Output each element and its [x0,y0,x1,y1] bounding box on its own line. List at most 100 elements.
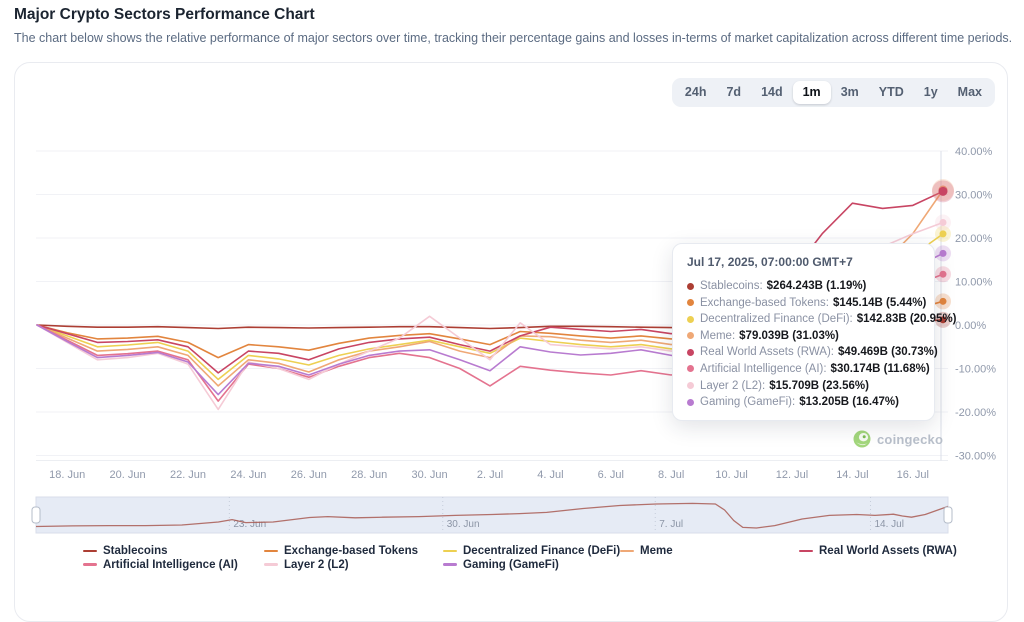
y-axis-label: 0.00% [955,320,986,332]
legend-item[interactable]: Gaming (GameFi) [443,559,559,571]
tooltip-series-dot [687,282,694,290]
navigator-label: 7. Jul [659,519,683,530]
tooltip-series-dot [687,398,694,406]
chart-tooltip: Jul 17, 2025, 07:00:00 GMT+7 Stablecoins… [672,243,957,422]
tooltip-series-value: $145.14B (5.44%) [832,296,927,309]
tooltip-series-label: Real World Assets (RWA): [700,346,834,359]
tooltip-series-dot [687,315,694,323]
tooltip-series-value: $142.83B (20.95%) [856,313,957,326]
legend-swatch [799,549,813,553]
end-dot [939,316,947,324]
tooltip-series-label: Gaming (GameFi): [700,396,796,409]
x-axis-label: 10. Jul [715,469,747,481]
tooltip-series-value: $79.039B (31.03%) [739,329,839,342]
legend-item[interactable]: Exchange-based Tokens [264,545,418,557]
x-axis-label: 12. Jul [776,469,808,481]
tooltip-title: Jul 17, 2025, 07:00:00 GMT+7 [687,255,853,269]
watermark-text: coingecko [877,431,944,447]
y-axis-label: 10.00% [955,277,993,289]
range-button-24h[interactable]: 24h [675,81,717,104]
legend-label: Meme [640,545,673,557]
x-axis-label: 30. Jun [412,469,448,481]
end-dot [939,270,947,278]
legend-item[interactable]: Stablecoins [83,545,168,557]
legend-swatch [443,563,457,566]
legend-label: Exchange-based Tokens [284,545,418,557]
legend-item[interactable]: Meme [620,545,673,557]
navigator-handle-right[interactable] [943,506,953,524]
legend-item[interactable]: Layer 2 (L2) [264,559,349,571]
legend-item[interactable]: Real World Assets (RWA) [799,545,957,557]
x-axis-label: 2. Jul [477,469,503,481]
x-axis-label: 28. Jun [351,469,387,481]
tooltip-series-label: Decentralized Finance (DeFi): [700,313,853,326]
navigator-label: 14. Jul [874,519,903,530]
legend-swatch [83,549,97,553]
legend-label: Layer 2 (L2) [284,558,349,571]
tooltip-row: Real World Assets (RWA): $49.469B (30.73%… [687,346,938,359]
x-axis-label: 20. Jun [110,469,146,481]
range-button-1m[interactable]: 1m [792,81,831,104]
end-dot [939,297,947,305]
end-dot [939,230,947,238]
tooltip-series-label: Meme: [700,329,736,342]
range-button-ytd[interactable]: YTD [869,81,914,104]
legend-item[interactable]: Decentralized Finance (DeFi) [443,545,620,557]
y-axis-label: -20.00% [955,407,996,419]
navigator[interactable]: 23. Jun 30. Jun 7. Jul 14. Jul [31,496,953,534]
tooltip-series-dot [687,348,694,356]
tooltip-series-label: Exchange-based Tokens: [700,296,829,309]
y-axis-label: 30.00% [955,190,993,202]
x-axis-label: 18. Jun [49,469,85,481]
y-axis-label: -30.00% [955,451,996,463]
end-dot [939,219,947,227]
navigator-series-line [35,502,949,529]
performance-chart[interactable]: 40.00% 30.00% 20.00% 10.00% 0.00% -10.00% -20.… [0,0,1024,585]
y-axis-label: 40.00% [955,146,993,158]
legend-swatch [620,549,634,553]
legend-swatch [443,549,457,553]
tooltip-row: Decentralized Finance (DeFi): $142.83B (2… [687,313,957,326]
tooltip-series-label: Stablecoins: [700,280,763,292]
page-title: Major Crypto Sectors Performance Chart [14,6,315,23]
tooltip-series-value: $13.205B (16.47%) [799,396,899,409]
range-button-3m[interactable]: 3m [831,81,869,104]
tooltip-series-label: Layer 2 (L2): [700,379,766,392]
navigator-label: 23. Jun [233,519,266,530]
tooltip-series-dot [687,365,694,373]
tooltip-series-value: $49.469B (30.73%) [838,346,938,359]
tooltip-series-dot [687,299,694,307]
y-axis-label: -10.00% [955,364,996,376]
legend-label: Artificial Intelligence (AI) [103,558,238,571]
legend-swatch [264,563,278,566]
end-dot [938,186,948,196]
tooltip-row: Layer 2 (L2): $15.709B (23.56%) [687,380,920,392]
x-axis-label: 16. Jul [897,469,929,481]
x-axis-label: 8. Jul [658,469,684,481]
coingecko-watermark: coingecko [853,430,943,448]
legend-swatch [83,563,97,566]
tooltip-series-dot [687,332,694,340]
range-button-7d[interactable]: 7d [716,81,751,104]
range-button-14d[interactable]: 14d [751,81,793,104]
legend-item[interactable]: Artificial Intelligence (AI) [83,559,238,571]
legend-swatch [264,549,278,553]
x-axis-label: 14. Jul [836,469,868,481]
x-axis-label: 24. Jun [230,469,266,481]
end-dot [939,249,947,257]
tooltip-row: Artificial Intelligence (AI): $30.174B (1… [687,363,930,375]
range-button-max[interactable]: Max [948,81,992,104]
legend-label: Real World Assets (RWA) [819,545,957,557]
tooltip-row: Exchange-based Tokens: $145.14B (5.44%) [687,296,926,309]
tooltip-series-value: $30.174B (11.68%) [830,362,930,375]
tooltip-row: Stablecoins: $264.243B (1.19%) [687,280,920,292]
legend-label: Gaming (GameFi) [463,558,559,571]
range-button-1y[interactable]: 1y [914,81,948,104]
range-selector: 24h 7d 14d 1m 3m YTD 1y Max [671,78,995,107]
tooltip-row: Meme: $79.039B (31.03%) [687,330,920,342]
x-axis-label: 4. Jul [537,469,563,481]
y-axis-label: 20.00% [955,233,993,245]
x-axis-label: 6. Jul [598,469,624,481]
navigator-handle-left[interactable] [31,506,41,524]
legend-label: Stablecoins [103,545,168,557]
